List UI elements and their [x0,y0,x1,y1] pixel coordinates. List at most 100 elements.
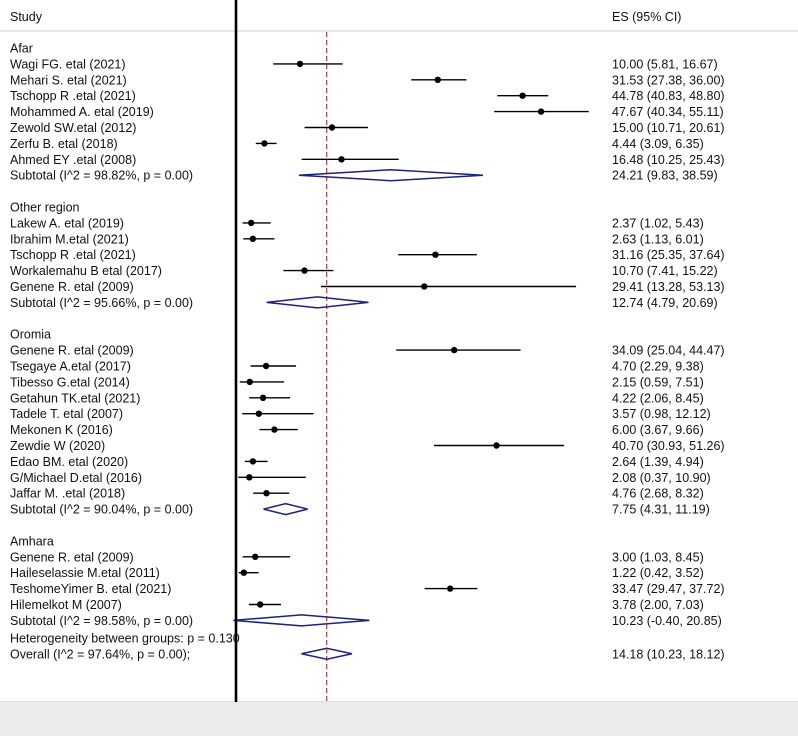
study-label: Mehari S. etal (2021) [10,73,127,87]
es-value: 3.00 (1.03, 8.45) [612,550,704,564]
es-value: 4.22 (2.06, 8.45) [612,391,704,405]
study-column-header: Study [10,10,43,24]
point-estimate [328,124,336,131]
study-label: Zewdie W (2020) [10,439,105,453]
es-column-header: ES (95% CI) [612,10,681,24]
study-label: Wagi FG. etal (2021) [10,57,126,71]
overall-label: Overall (I^2 = 97.64%, p = 0.00); [10,647,190,661]
es-value: 10.70 (7.41, 15.22) [612,264,718,278]
subtotal-es-value: 24.21 (9.83, 38.59) [612,169,718,183]
study-label: Hilemelkot M (2007) [10,598,122,612]
point-estimate [519,92,526,99]
subtotal-diamond [266,296,369,309]
es-value: 2.64 (1.39, 4.94) [612,455,704,469]
point-estimate [259,394,267,401]
point-estimate [296,60,304,68]
es-value: 16.48 (10.25, 25.43) [612,153,725,167]
point-estimate [421,283,428,290]
overall-es-value: 14.18 (10.23, 18.12) [612,647,725,661]
study-label: Tadele T. etal (2007) [10,407,123,421]
point-estimate [271,426,278,433]
study-label: Genene R. etal (2009) [10,280,134,294]
es-value: 10.00 (5.81, 16.67) [612,57,718,71]
es-value: 40.70 (30.93, 51.26) [612,439,725,453]
point-estimate [263,490,270,497]
es-value: 4.70 (2.29, 9.38) [612,360,704,374]
study-label: Tibesso G.etal (2014) [10,375,130,389]
point-estimate [246,378,253,386]
es-value: 29.41 (13.28, 53.13) [612,280,725,294]
heterogeneity-note: Heterogeneity between groups: p = 0.130 [10,631,240,645]
point-estimate [434,76,441,84]
es-value: 33.47 (29.47, 37.72) [612,582,725,596]
point-estimate [447,585,454,592]
group-header: Afar [10,42,33,56]
overall-diamond [301,647,353,661]
group-header: Other region [10,201,80,215]
study-label: Workalemahu B etal (2017) [10,264,162,278]
study-label: Mekonen K (2016) [10,423,113,437]
point-estimate [249,458,257,465]
subtotal-es-value: 12.74 (4.79, 20.69) [612,296,718,310]
es-value: 31.53 (27.38, 36.00) [612,73,725,87]
study-label: Genene R. etal (2009) [10,344,134,358]
study-label: Zerfu B. etal (2018) [10,137,118,151]
study-label: Mohammed A. etal (2019) [10,105,154,119]
point-estimate [301,267,308,274]
point-estimate [261,140,268,147]
study-label: Ibrahim M.etal (2021) [10,232,129,246]
es-value: 3.78 (2.00, 7.03) [612,598,704,612]
study-label: G/Michael D.etal (2016) [10,471,142,485]
subtotal-label: Subtotal (I^2 = 98.82%, p = 0.00) [10,169,193,183]
study-label: Genene R. etal (2009) [10,550,134,564]
point-estimate [255,410,263,417]
study-label: Getahun TK.etal (2021) [10,391,140,405]
subtotal-diamond [298,168,484,182]
point-estimate [249,235,257,242]
point-estimate [338,156,345,163]
point-estimate [537,108,545,115]
es-value: 2.63 (1.13, 6.01) [612,232,704,246]
point-estimate [450,346,458,354]
es-value: 15.00 (10.71, 20.61) [612,121,725,135]
group-header: Oromia [10,328,51,342]
point-estimate [262,362,270,370]
study-label: Ahmed EY .etal (2008) [10,153,136,167]
bottom-strip [0,702,798,736]
study-label: Tsegaye A.etal (2017) [10,360,131,374]
study-label: Haileselassie M.etal (2011) [10,566,160,580]
es-value: 2.08 (0.37, 10.90) [612,471,711,485]
subtotal-label: Subtotal (I^2 = 90.04%, p = 0.00) [10,503,193,517]
study-label: Lakew A. etal (2019) [10,216,124,230]
subtotal-diamond [263,502,308,516]
es-value: 1.22 (0.42, 3.52) [612,566,704,580]
study-label: TeshomeYimer B. etal (2021) [10,582,171,596]
es-value: 31.16 (25.35, 37.64) [612,248,725,262]
point-estimate [247,219,255,227]
subtotal-label: Subtotal (I^2 = 95.66%, p = 0.00) [10,296,193,310]
study-label: Zewold SW.etal (2012) [10,121,136,135]
subtotal-es-value: 10.23 (-0.40, 20.85) [612,614,722,628]
point-estimate [240,569,248,576]
study-label: Tschopp R .etal (2021) [10,89,136,103]
es-value: 2.37 (1.02, 5.43) [612,216,704,230]
study-label: Tschopp R .etal (2021) [10,248,136,262]
point-estimate [256,601,264,608]
es-value: 2.15 (0.59, 7.51) [612,375,704,389]
point-estimate [252,553,259,560]
group-header: Amhara [10,534,54,548]
subtotal-es-value: 7.75 (4.31, 11.19) [612,503,710,517]
es-value: 34.09 (25.04, 44.47) [612,344,725,358]
point-estimate [432,251,439,258]
point-estimate [493,442,500,449]
point-estimate [246,474,253,481]
study-label: Edao BM. etal (2020) [10,455,128,469]
subtotal-diamond [233,614,370,627]
es-value: 4.76 (2.68, 8.32) [612,487,704,501]
subtotal-label: Subtotal (I^2 = 98.58%, p = 0.00) [10,614,193,628]
study-label: Jaffar M. .etal (2018) [10,487,125,501]
es-value: 3.57 (0.98, 12.12) [612,407,711,421]
